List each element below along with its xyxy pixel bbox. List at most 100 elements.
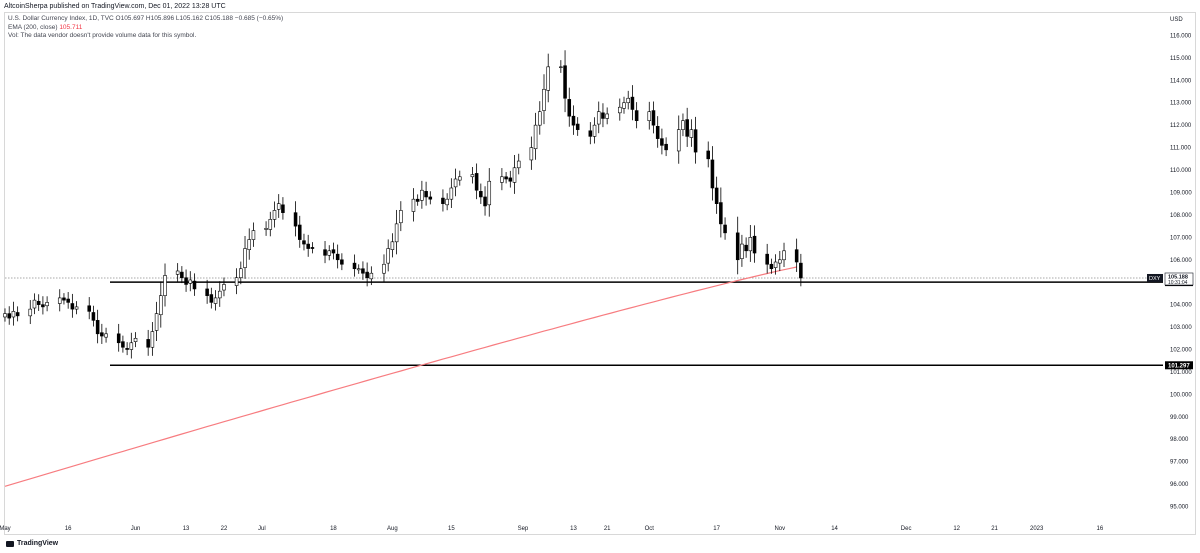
candle-up (276, 203, 281, 210)
candle-down (87, 305, 91, 312)
candle-down (125, 348, 129, 350)
candle-up (449, 187, 454, 200)
x-tick-label: 12 (953, 526, 960, 532)
candle-down (424, 191, 428, 198)
candle-up (217, 290, 222, 299)
candle-down (297, 224, 302, 240)
candle-up (453, 178, 458, 188)
candle-up (382, 263, 386, 274)
candle-up (234, 277, 239, 286)
y-tick-label: 104.000 (1170, 303, 1192, 309)
candle-down (95, 320, 100, 335)
candle-down (184, 277, 188, 285)
candle-up (222, 284, 226, 291)
candle-down (719, 202, 723, 225)
candle-down (799, 262, 803, 279)
candle-up (647, 111, 652, 121)
y-tick-label: 103.000 (1170, 325, 1192, 331)
candle-up (512, 167, 517, 183)
candle-down (116, 333, 121, 344)
chart-legend: U.S. Dollar Currency Index, 1D, TVC O105… (8, 15, 283, 41)
candle-down (62, 297, 66, 301)
candle-up (782, 250, 786, 261)
y-tick-label: 115.000 (1170, 56, 1192, 62)
x-tick-label: Aug (387, 526, 398, 532)
candle-down (630, 96, 635, 110)
y-tick-label: 110.000 (1170, 168, 1192, 174)
level-price-label: 101.297 (1168, 363, 1190, 369)
candle-up (411, 198, 416, 212)
candle-up (264, 228, 268, 230)
candle-up (11, 311, 16, 318)
candle-up (689, 129, 694, 138)
candle-up (159, 295, 163, 316)
candle-up (542, 88, 546, 111)
x-tick-label: 15 (448, 526, 455, 532)
candle-down (428, 196, 433, 200)
candle-down (769, 263, 774, 270)
candle-down (508, 177, 513, 182)
candle-down (567, 99, 572, 117)
ema-legend-value: 105.711 (59, 23, 83, 31)
candle-up (45, 302, 49, 307)
candle-down (100, 332, 104, 337)
candle-up (74, 306, 79, 310)
candle-up (529, 147, 534, 161)
candle-up (163, 275, 167, 296)
candle-down (714, 187, 719, 204)
candle-down (660, 138, 664, 146)
y-tick-label: 96.000 (1170, 482, 1189, 488)
y-tick-label: 101.000 (1170, 370, 1192, 376)
candle-down (685, 119, 689, 137)
y-tick-label: 100.000 (1170, 392, 1192, 398)
candle-up (3, 313, 7, 318)
candle-down (723, 224, 727, 234)
symbol-tag (1147, 273, 1163, 282)
x-tick-label: 13 (570, 526, 577, 532)
candle-down (310, 247, 315, 249)
x-tick-label: 16 (1096, 526, 1103, 532)
tradingview-logo[interactable]: TradingView (6, 540, 58, 547)
candle-down (281, 204, 285, 213)
candle-down (361, 268, 365, 274)
x-tick-label: 2023 (1030, 526, 1044, 532)
y-tick-label: 106.000 (1170, 258, 1192, 264)
x-tick-label: Dec (901, 526, 912, 532)
last-price-box (1164, 272, 1194, 286)
candle-up (622, 102, 626, 109)
x-tick-label: Jul (258, 526, 266, 532)
x-tick-label: May (0, 526, 11, 532)
brand-text: TradingView (17, 540, 59, 547)
x-tick-label: Jun (131, 526, 141, 532)
candle-up (773, 261, 778, 268)
candle-down (180, 271, 184, 279)
x-tick-label: 14 (831, 526, 838, 532)
candle-up (327, 250, 332, 256)
candles (3, 50, 803, 359)
tradingview-icon (6, 540, 14, 547)
candle-down (205, 288, 209, 296)
ema-legend-label: EMA (200, close) (8, 23, 58, 31)
chart-frame (4, 12, 1196, 535)
last-price-label: 105.188 (1168, 274, 1188, 280)
candle-down (365, 271, 369, 279)
candle-down (91, 312, 96, 321)
candle-down (735, 232, 740, 261)
y-tick-label: 114.000 (1170, 78, 1192, 84)
candle-up (356, 268, 361, 271)
candle-up (500, 176, 504, 183)
candle-down (634, 110, 639, 121)
y-tick-label: 98.000 (1170, 437, 1189, 443)
candle-up (778, 259, 782, 264)
y-tick-label: 95.000 (1170, 505, 1189, 511)
candle-up (239, 268, 243, 279)
candle-down (794, 249, 799, 263)
candle-down (192, 280, 197, 290)
candle-down (302, 240, 306, 245)
candle-up (592, 124, 597, 137)
candle-down (655, 125, 660, 139)
ema-legend: EMA (200, close) 105.711 (8, 24, 283, 33)
symbol-tag-text: DXY (1149, 276, 1161, 282)
candle-down (121, 341, 125, 348)
